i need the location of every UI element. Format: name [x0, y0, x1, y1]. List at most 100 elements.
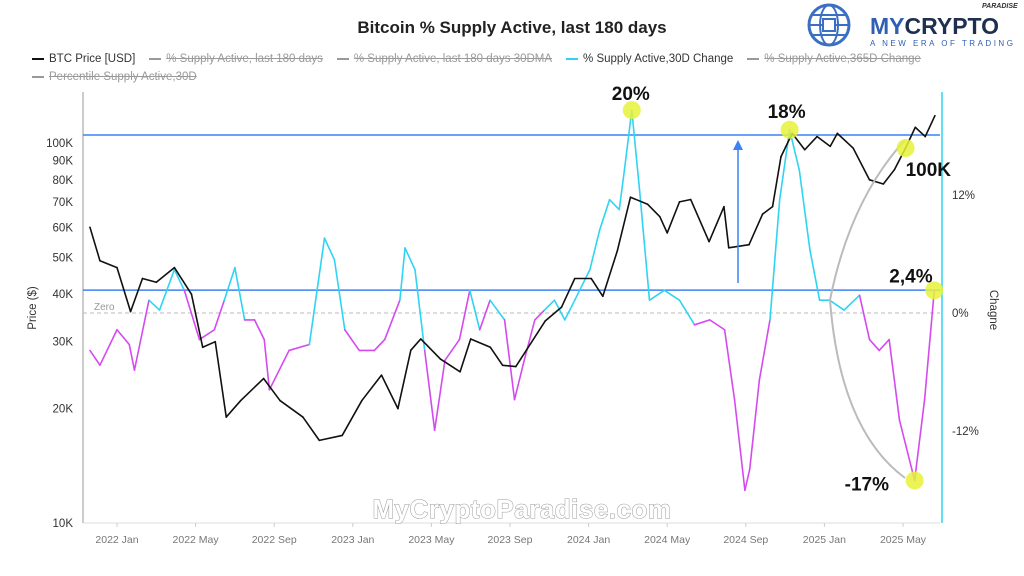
- legend-item[interactable]: % Supply Active, last 180 days 30DMA: [336, 50, 552, 68]
- x-tick-label: 2024 May: [644, 534, 691, 546]
- change-segment: [128, 343, 136, 371]
- price-point: [99, 259, 101, 262]
- change-segment: [468, 289, 481, 331]
- annotation-label: -17%: [845, 474, 889, 495]
- change-segment: [843, 294, 861, 311]
- price-point: [439, 358, 442, 360]
- change-segment: [253, 319, 266, 341]
- price-point: [836, 132, 839, 135]
- change-segment: [758, 319, 771, 381]
- change-segment: [898, 419, 916, 482]
- price-point: [761, 213, 764, 215]
- y-left-tick-label: 80K: [53, 175, 74, 187]
- change-segment: [263, 338, 271, 391]
- logo-tagline: A NEW ERA OF TRADING: [870, 39, 1015, 48]
- annotation-label: 100K: [906, 160, 952, 181]
- price-point: [515, 365, 517, 368]
- price-point: [469, 338, 472, 340]
- change-segment: [173, 268, 186, 292]
- change-segment: [573, 268, 591, 301]
- change-segment: [343, 328, 361, 352]
- legend-label: % Supply Active,30D Change: [583, 53, 734, 65]
- legend-item[interactable]: % Supply Active,30D Change: [566, 50, 733, 68]
- change-segment: [618, 169, 626, 211]
- legend-item[interactable]: Percentile Supply Active,30D: [32, 68, 197, 86]
- change-segment: [769, 198, 781, 321]
- price-point: [544, 320, 546, 322]
- price-point: [616, 250, 619, 252]
- price-point: [225, 416, 228, 418]
- price-point: [666, 232, 668, 234]
- price-point: [893, 169, 896, 171]
- change-segment: [373, 338, 386, 352]
- change-segment: [623, 109, 633, 171]
- price-point: [419, 338, 422, 340]
- price-point: [780, 155, 782, 158]
- price-point: [629, 196, 632, 199]
- change-segment: [678, 299, 696, 326]
- price-point: [934, 114, 936, 117]
- change-segment: [798, 169, 811, 251]
- change-segment: [116, 328, 131, 346]
- y-left-tick-label: 30K: [53, 337, 74, 349]
- price-point: [882, 183, 885, 185]
- y-left-axis-title: Price ($): [27, 286, 39, 330]
- highlight-circle: [780, 120, 799, 139]
- price-point: [489, 346, 492, 349]
- change-segment: [648, 289, 666, 301]
- price-point: [239, 399, 242, 402]
- change-segment: [564, 299, 576, 321]
- price-point: [689, 198, 692, 201]
- change-segment: [288, 343, 311, 352]
- change-segment: [223, 266, 236, 301]
- legend-swatch: [32, 57, 44, 60]
- highlight-circle: [905, 471, 924, 490]
- price-point: [573, 277, 576, 280]
- legend-item[interactable]: BTC Price [USD]: [32, 50, 135, 68]
- annotation-label: 18%: [768, 102, 806, 123]
- legend-swatch: [32, 75, 44, 78]
- price-point: [341, 434, 343, 437]
- price-point: [924, 135, 927, 138]
- curved-arrow-down: [829, 299, 906, 479]
- y-left-tick-label: 90K: [53, 155, 74, 167]
- highlight-circle: [925, 281, 944, 300]
- change-segment: [553, 299, 566, 321]
- legend-label: % Supply Active, last 180 days: [166, 53, 323, 65]
- change-segment: [414, 268, 426, 352]
- highlight-circle: [896, 139, 915, 158]
- change-segment: [744, 468, 751, 492]
- watermark: MyCryptoParadise.com: [373, 494, 672, 524]
- price-point: [190, 293, 193, 296]
- legend-swatch: [149, 57, 162, 60]
- change-segment: [878, 338, 890, 352]
- change-segment: [198, 328, 216, 341]
- x-tick-label: 2025 May: [880, 534, 927, 546]
- globe-logo-icon: MYCRYPTO PARADISE A NEW ERA OF TRADING: [807, 3, 1018, 48]
- change-segment: [589, 229, 601, 271]
- x-tick-label: 2025 Jan: [803, 534, 846, 546]
- legend-item[interactable]: % Supply Active,365D Change: [747, 50, 921, 68]
- x-tick-label: 2023 Jan: [331, 534, 374, 546]
- y-left-tick-label: 20K: [53, 404, 74, 416]
- legend: BTC Price [USD] % Supply Active, last 180…: [32, 50, 1022, 86]
- y-left-tick-label: 40K: [53, 289, 74, 301]
- annotation-label: 2,4%: [889, 266, 932, 287]
- change-segment: [723, 328, 736, 401]
- change-segment: [158, 268, 176, 311]
- annotation-label: 20%: [612, 84, 650, 105]
- y-right-tick-label: 12%: [952, 190, 975, 202]
- price-point: [590, 277, 592, 280]
- change-segment: [598, 198, 611, 232]
- change-segment: [213, 299, 226, 331]
- price-point: [560, 306, 563, 308]
- change-segment: [888, 338, 901, 422]
- change-segment: [458, 289, 471, 341]
- legend-swatch: [566, 57, 579, 60]
- change-segment: [748, 379, 761, 471]
- y-right-tick-label: 0%: [952, 308, 969, 320]
- change-segment: [404, 247, 416, 271]
- legend-item[interactable]: % Supply Active, last 180 days: [149, 50, 323, 68]
- price-point: [602, 295, 604, 298]
- price-point: [361, 399, 363, 402]
